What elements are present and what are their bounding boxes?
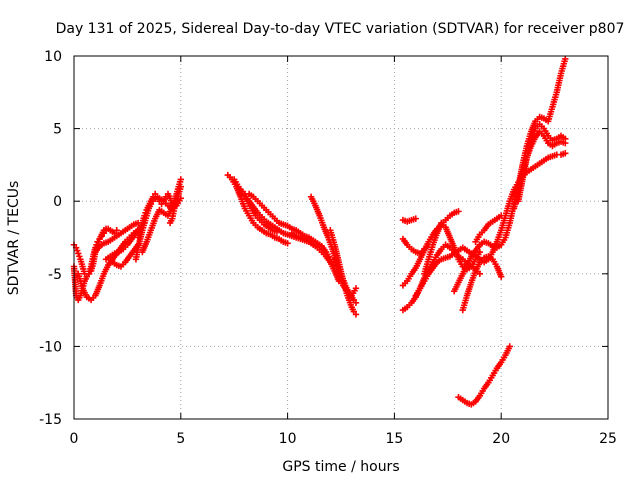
data-marks (70, 55, 569, 408)
series-arc-11 (224, 171, 291, 247)
data-point (352, 285, 360, 292)
data-point (102, 227, 110, 234)
data-point (562, 135, 569, 142)
y-axis-label: SDTVAR / TECUs (6, 181, 22, 296)
y-tick-label: -10 (39, 339, 62, 355)
data-point (506, 343, 513, 350)
y-tick-label: 5 (53, 122, 62, 138)
y-tick-label: -15 (39, 412, 62, 428)
x-tick-label: 20 (492, 431, 510, 447)
x-tick-label: 0 (70, 431, 79, 447)
x-tick-label: 10 (279, 431, 297, 447)
series-arc-30 (455, 343, 513, 408)
data-point (455, 208, 462, 215)
grid-layer (74, 56, 608, 419)
series-arc-29 (515, 121, 569, 205)
data-point (177, 176, 184, 183)
data-point (113, 227, 120, 234)
y-tick-label: 10 (44, 49, 62, 65)
x-tick-label: 5 (176, 431, 185, 447)
series-arc-22 (399, 215, 419, 225)
y-tick-label: 0 (53, 194, 62, 210)
data-point (498, 212, 505, 219)
series-arc-8 (134, 190, 176, 241)
data-point (284, 240, 291, 247)
series-arc-4 (92, 219, 142, 256)
series-arc-17 (327, 227, 360, 318)
series-arc-6 (109, 241, 142, 270)
y-tick-label: -5 (48, 267, 62, 283)
series-arc-27 (472, 212, 505, 246)
series-arc-18 (331, 256, 360, 299)
data-point (412, 215, 419, 222)
x-axis-label: GPS time / hours (282, 459, 399, 475)
series-arc-26 (459, 253, 505, 314)
data-point (562, 55, 569, 63)
series-arc-9 (139, 176, 184, 256)
series-arc-3 (75, 227, 142, 304)
data-point (352, 311, 360, 318)
x-tick-label: 25 (599, 431, 617, 447)
chart-title: Day 131 of 2025, Sidereal Day-to-day VTE… (56, 21, 625, 37)
data-point (177, 183, 184, 190)
x-tick-label: 15 (385, 431, 403, 447)
plot-frame (73, 55, 609, 420)
tick-layer: 0 5 10 15 20 25 10 5 0 -5 -10 -15 (39, 49, 617, 447)
series-arc-21 (399, 235, 432, 257)
series-arc-25 (451, 128, 569, 295)
data-point (476, 248, 484, 256)
data-point (352, 299, 360, 307)
data-point (498, 273, 505, 280)
data-point (562, 150, 569, 157)
series-arc-10 (166, 183, 184, 227)
